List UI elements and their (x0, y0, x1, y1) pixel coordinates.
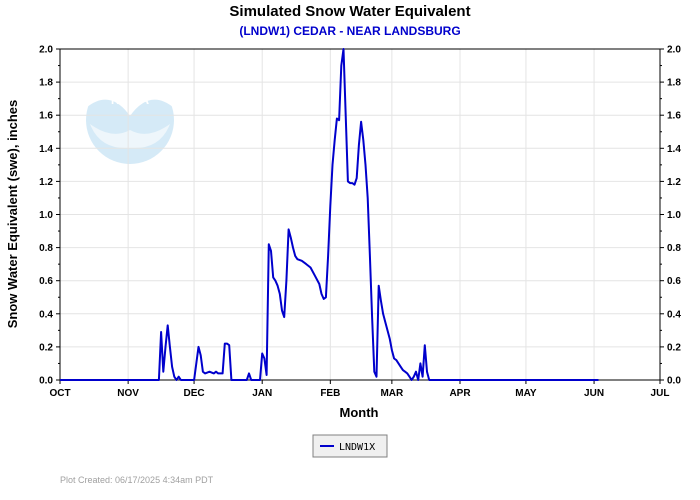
y-tick-label-left: 1.0 (39, 210, 53, 221)
y-tick-label-left: 0.2 (39, 342, 53, 353)
legend: LNDW1X (312, 434, 388, 458)
y-tick-label-left: 2.0 (39, 45, 53, 56)
y-tick-label-right: 1.8 (667, 78, 681, 89)
noaa-logo-watermark: NOAA (86, 75, 174, 164)
y-tick-label-left: 0.8 (39, 243, 53, 254)
x-tick-label: OCT (49, 388, 70, 399)
y-tick-label-left: 1.8 (39, 78, 53, 89)
chart-subtitle: (LNDW1) CEDAR - NEAR LANDSBURG (239, 24, 460, 38)
y-tick-label-left: 1.6 (39, 111, 53, 122)
y-tick-label-right: 1.2 (667, 177, 681, 188)
y-tick-label-left: 0.0 (39, 376, 53, 387)
y-tick-label-right: 0.0 (667, 376, 681, 387)
y-tick-label-left: 1.2 (39, 177, 53, 188)
x-axis-title: Month (340, 405, 379, 420)
y-tick-label-right: 1.6 (667, 111, 681, 122)
y-tick-label-right: 2.0 (667, 45, 681, 56)
x-tick-label: JUN (584, 388, 604, 399)
grid (60, 49, 660, 380)
y-tick-label-right: 0.6 (667, 276, 681, 287)
x-tick-label: NOV (117, 388, 139, 399)
y-tick-label-right: 0.8 (667, 243, 681, 254)
legend-label: LNDW1X (339, 442, 375, 453)
x-tick-label: APR (449, 388, 471, 399)
x-tick-label: MAR (380, 388, 404, 399)
y-axis-left-labels: 0.0 0.2 0.4 0.6 0.8 1.0 1.2 1.4 1.6 1.8 2.0 (39, 45, 53, 387)
y-axis-title: Snow Water Equivalent (swe), inches (5, 100, 20, 329)
chart-title: Simulated Snow Water Equivalent (229, 3, 470, 20)
x-tick-label: JAN (252, 388, 272, 399)
y-tick-label-right: 1.0 (667, 210, 681, 221)
noaa-logo-text: NOAA (111, 92, 150, 107)
y-tick-label-left: 0.4 (39, 309, 53, 320)
y-tick-label-right: 1.4 (667, 144, 681, 155)
y-tick-label-right: 0.2 (667, 342, 681, 353)
x-tick-label: DEC (184, 388, 205, 399)
y-tick-label-left: 1.4 (39, 144, 53, 155)
x-tick-label: FEB (320, 388, 340, 399)
y-tick-label-right: 0.4 (667, 309, 681, 320)
legend-box (312, 434, 388, 458)
x-tick-label: MAY (515, 388, 537, 399)
plot-created-timestamp: Plot Created: 06/17/2025 4:34am PDT (60, 475, 214, 485)
x-tick-label: JUL (651, 388, 670, 399)
series-layer (60, 48, 599, 381)
y-axis-right-labels: 0.0 0.2 0.4 0.6 0.8 1.0 1.2 1.4 1.6 1.8 2.0 (667, 45, 681, 387)
y-tick-label-left: 0.6 (39, 276, 53, 287)
x-axis-labels: OCT NOV DEC JAN FEB MAR APR MAY JUN JUL (49, 388, 669, 399)
series-line-lndw1x (60, 48, 599, 381)
